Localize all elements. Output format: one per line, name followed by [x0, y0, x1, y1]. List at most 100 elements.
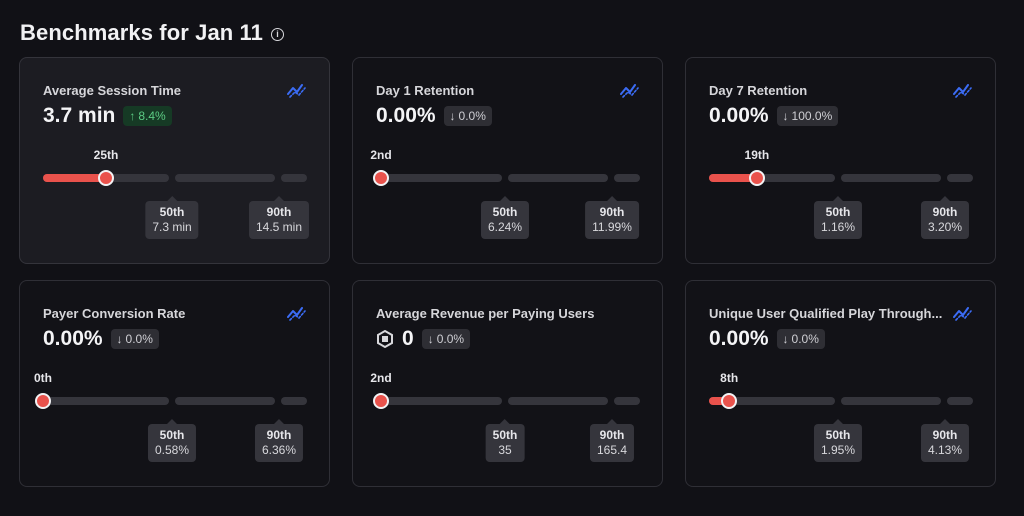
percentile-marker	[98, 170, 114, 186]
p90-value: 3.20%	[927, 220, 963, 234]
bar-segment	[376, 174, 502, 182]
metric-value-row: 0.00% ↓ 0.0%	[709, 327, 825, 351]
metric-value-row: 0.00% ↓ 100.0%	[709, 104, 839, 128]
benchmark-card[interactable]: Day 1 Retention 0.00% ↓ 0.0% 2nd 50th 6.…	[352, 57, 663, 264]
p50-label: 50th	[159, 428, 185, 442]
p50-label: 50th	[825, 205, 851, 219]
benchmark-card[interactable]: Day 7 Retention 0.00% ↓ 100.0% 19th 50th…	[685, 57, 996, 264]
p90-value: 6.36%	[261, 443, 297, 457]
delta-value: 0.0%	[125, 332, 153, 346]
bar-segment	[376, 397, 502, 405]
delta-value: 0.0%	[458, 109, 486, 123]
bar-segment	[841, 397, 941, 405]
delta-badge: ↓ 0.0%	[421, 329, 471, 349]
metric-value: 0.00%	[376, 104, 436, 127]
delta-value: 0.0%	[436, 332, 465, 346]
card-title: Average Revenue per Paying Users	[376, 306, 595, 321]
bar-segment	[508, 397, 608, 405]
bar-segment	[947, 397, 973, 405]
p50-value: 7.3 min	[152, 220, 192, 234]
delta-badge: ↓ 100.0%	[776, 106, 839, 126]
arrow-down-icon: ↓	[782, 332, 789, 346]
page-header: Benchmarks for Jan 11 i	[20, 20, 284, 46]
p50-marker: 50th 0.58%	[147, 419, 197, 462]
trend-chart-icon[interactable]	[287, 305, 307, 321]
bar-segment	[614, 174, 640, 182]
p50-marker: 50th 1.16%	[813, 196, 863, 239]
delta-badge: ↓ 0.0%	[110, 329, 159, 349]
p50-label: 50th	[159, 205, 185, 219]
percentile-fill	[709, 174, 757, 182]
trend-chart-icon[interactable]	[953, 82, 973, 98]
percentile-bar	[373, 393, 640, 409]
p90-label: 90th	[599, 428, 625, 442]
card-title: Unique User Qualified Play Through...	[709, 306, 943, 321]
info-icon[interactable]: i	[271, 27, 284, 41]
bar-segment	[281, 174, 307, 182]
benchmark-card[interactable]: Average Session Time 3.7 min ↑ 8.4% 25th…	[19, 57, 330, 264]
delta-badge: ↓ 0.0%	[443, 106, 492, 126]
percentile-marker	[373, 393, 390, 409]
arrow-down-icon: ↓	[782, 109, 789, 123]
page-title: Benchmarks for Jan 11	[20, 20, 263, 45]
metric-value: 0.00%	[709, 104, 769, 127]
arrow-up-icon: ↑	[129, 109, 136, 123]
p90-label: 90th	[266, 428, 292, 442]
percentile-marker	[721, 393, 738, 409]
p50-value: 1.16%	[820, 220, 856, 234]
delta-value: 8.4%	[138, 109, 166, 123]
p90-label: 90th	[599, 205, 625, 219]
metric-value-row: 0.00% ↓ 0.0%	[376, 104, 492, 128]
benchmark-card[interactable]: Unique User Qualified Play Through... 0.…	[685, 280, 996, 487]
p50-label: 50th	[825, 428, 851, 442]
p90-label: 90th	[266, 205, 292, 219]
bar-segment	[175, 174, 275, 182]
p50-marker: 50th 6.24%	[480, 196, 530, 239]
p50-value: 1.95%	[820, 443, 856, 457]
percentile-label: 8th	[720, 371, 739, 385]
bar-segment	[841, 174, 941, 182]
percentile-bar	[35, 393, 307, 409]
bar-segment	[281, 397, 307, 405]
benchmark-card[interactable]: Payer Conversion Rate 0.00% ↓ 0.0% 0th 5…	[19, 280, 330, 487]
bar-segment	[508, 174, 608, 182]
percentile-marker	[35, 393, 51, 409]
arrow-down-icon: ↓	[449, 109, 456, 123]
percentile-bar	[43, 170, 307, 186]
arrow-down-icon: ↓	[427, 332, 434, 346]
p50-value: 0.58%	[154, 443, 190, 457]
trend-chart-icon[interactable]	[620, 82, 640, 98]
bar-segment	[43, 397, 169, 405]
metric-value-row: 0 ↓ 0.0%	[376, 327, 471, 351]
percentile-bar	[709, 393, 973, 409]
benchmark-card[interactable]: Average Revenue per Paying Users 0 ↓ 0.0…	[352, 280, 663, 487]
metric-value-row: 3.7 min ↑ 8.4%	[43, 104, 172, 128]
percentile-fill	[709, 397, 730, 405]
trend-chart-icon[interactable]	[287, 82, 307, 98]
p90-marker: 90th 14.5 min	[248, 196, 310, 239]
percentile-label: 25th	[93, 148, 119, 162]
delta-value: 0.0%	[791, 332, 819, 346]
p90-label: 90th	[932, 428, 958, 442]
bar-segment	[709, 397, 835, 405]
percentile-label: 0th	[34, 371, 52, 385]
p50-value: 6.24%	[487, 220, 523, 234]
card-title: Day 1 Retention	[376, 83, 475, 98]
card-title: Payer Conversion Rate	[43, 306, 186, 321]
percentile-marker	[748, 170, 765, 186]
metric-value: 3.7 min	[43, 104, 116, 127]
metric-value: 0.00%	[43, 327, 103, 350]
bar-segment	[709, 174, 835, 182]
p90-marker: 90th 6.36%	[254, 419, 304, 462]
percentile-bar	[373, 170, 640, 186]
arrow-down-icon: ↓	[116, 332, 123, 346]
p50-label: 50th	[492, 205, 518, 219]
p50-marker: 50th 1.95%	[813, 419, 863, 462]
p90-marker: 90th 3.20%	[920, 196, 970, 239]
p90-value: 4.13%	[927, 443, 963, 457]
robux-icon	[377, 330, 393, 348]
p90-value: 11.99%	[592, 220, 632, 234]
p90-label: 90th	[932, 205, 958, 219]
trend-chart-icon[interactable]	[953, 305, 973, 321]
